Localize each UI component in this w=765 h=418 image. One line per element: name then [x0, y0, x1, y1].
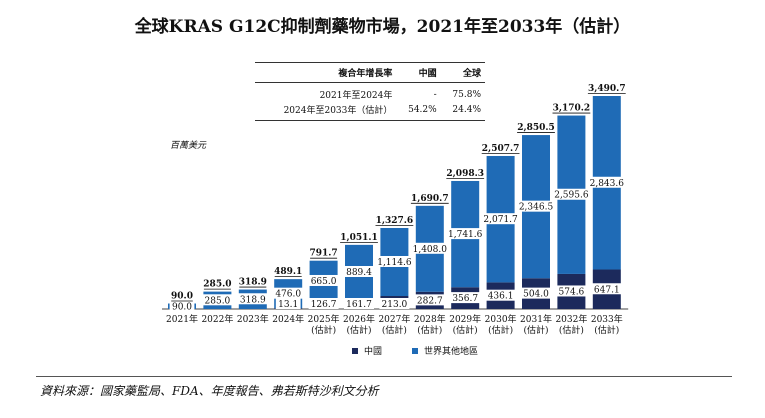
- data-label-china-bg: [556, 285, 587, 297]
- total-label: 285.0: [203, 280, 231, 290]
- data-label-china: 13.1: [278, 300, 298, 310]
- source-note: 資料來源：國家藥監局、FDA、年度報告、弗若斯特沙利文分析: [40, 384, 379, 398]
- x-tick-label: 2021年: [166, 313, 198, 325]
- data-label-china-bg: [275, 298, 301, 309]
- total-label: 1,690.7: [411, 194, 449, 204]
- data-label-rest-of-world: 1,741.6: [448, 230, 483, 240]
- cagr-china-value: -: [433, 89, 437, 100]
- legend: 中國 世界其他地區: [352, 344, 478, 357]
- data-label-rest-of-world-bg: [409, 242, 450, 254]
- data-label-rest-of-world: 318.9: [240, 295, 266, 305]
- legend-item-rest-of-world: 世界其他地區: [412, 344, 478, 357]
- total-label: 3,170.2: [553, 104, 591, 114]
- data-label-rest-of-world-bg: [374, 255, 415, 267]
- x-tick-label: 2023年: [237, 313, 269, 325]
- x-tick-label: 2022年: [201, 313, 233, 325]
- cagr-table: 複合年增長率 中國 全球 2021年至2024年 - 75.8% 2024年至2…: [255, 62, 485, 121]
- data-label-rest-of-world: 2,346.5: [519, 203, 554, 213]
- data-label-rest-of-world-bg: [480, 213, 521, 225]
- legend-label-rest-of-world: 世界其他地區: [424, 347, 479, 357]
- data-label-rest-of-world: 1,408.0: [413, 245, 448, 255]
- x-tick-label: 2027年(估計): [378, 313, 410, 336]
- data-label-china-bg: [344, 298, 374, 309]
- x-tick-label: 2029年(估計): [449, 313, 481, 336]
- data-label-china-bg: [521, 287, 551, 299]
- total-label: 2,850.5: [517, 123, 555, 133]
- data-label-china-bg: [450, 292, 481, 304]
- data-label-rest-of-world-bg: [344, 265, 374, 277]
- data-label-china: 356.7: [452, 294, 478, 304]
- x-tick-label: 2031年(估計): [520, 313, 552, 336]
- x-tick-label: 2033年(估計): [591, 313, 623, 336]
- data-label-rest-of-world: 285.0: [205, 296, 231, 306]
- data-label-china-bg: [485, 289, 516, 301]
- data-label-rest-of-world-bg: [586, 176, 627, 188]
- cagr-china-value: 54.2%: [396, 102, 441, 121]
- data-label-china: 282.7: [417, 296, 443, 306]
- chart-title: 全球KRAS G12C抑制劑藥物市場，2021年至2033年（估計）: [134, 17, 631, 37]
- cagr-header-global: 全球: [440, 62, 485, 83]
- data-label-china-bg: [379, 298, 410, 309]
- data-label-rest-of-world-bg: [169, 300, 195, 312]
- data-label-china: 504.0: [523, 290, 549, 300]
- total-label: 2,507.7: [482, 144, 520, 154]
- x-tick-label: 2028年(估計): [414, 313, 446, 336]
- total-label: 1,327.6: [376, 216, 414, 226]
- cagr-header-row: 複合年增長率 中國 全球: [255, 62, 485, 83]
- data-label-rest-of-world-bg: [273, 287, 304, 299]
- total-label: 3,490.7: [588, 84, 626, 94]
- data-label-china-bg: [414, 294, 445, 306]
- cagr-period: 2024年至2033年（估計）: [255, 102, 397, 121]
- data-label-china: 126.7: [311, 300, 337, 310]
- cagr-global-value: 75.8%: [452, 89, 481, 100]
- legend-swatch-china: [352, 347, 358, 354]
- data-label-rest-of-world: 476.0: [275, 290, 301, 300]
- cagr-global-value: 24.4%: [440, 102, 485, 121]
- legend-swatch-rest-of-world: [412, 347, 419, 354]
- cagr-row: 2021年至2024年 - 75.8%: [255, 83, 485, 103]
- total-label: 489.1: [274, 267, 302, 277]
- source-divider: [36, 376, 732, 377]
- data-label-china: 574.6: [559, 287, 585, 297]
- data-label-china-bg: [591, 283, 622, 295]
- data-label-rest-of-world-bg: [308, 274, 339, 286]
- unit-label: 百萬美元: [170, 141, 207, 151]
- total-label: 90.0: [171, 292, 193, 302]
- data-label-rest-of-world-bg: [237, 293, 268, 305]
- legend-label-china: 中國: [364, 347, 383, 357]
- cagr-row: 2024年至2033年（估計） 54.2% 24.4%: [255, 102, 485, 121]
- total-label: 318.9: [239, 278, 267, 288]
- total-label: 1,051.1: [340, 233, 378, 243]
- data-label-china: 161.7: [346, 300, 372, 310]
- x-tick-label: 2026年(估計): [343, 313, 375, 336]
- data-label-rest-of-world-bg: [515, 200, 557, 212]
- cagr-header-china: 中國: [396, 62, 441, 83]
- data-label-china: 647.1: [594, 285, 620, 295]
- data-label-china: 213.0: [382, 300, 408, 310]
- data-label-china-bg: [308, 298, 339, 309]
- data-label-rest-of-world: 2,071.7: [483, 215, 518, 225]
- data-label-rest-of-world: 665.0: [311, 277, 337, 287]
- data-label-rest-of-world-bg: [202, 294, 233, 306]
- data-label-rest-of-world: 889.4: [346, 268, 372, 278]
- cagr-period: 2021年至2024年: [319, 91, 393, 101]
- x-tick-label: 2025年(估計): [308, 313, 340, 336]
- x-tick-label: 2030年(估計): [485, 313, 517, 336]
- total-label: 2,098.3: [446, 169, 484, 179]
- data-label-rest-of-world: 90.0: [172, 302, 192, 312]
- total-label: 791.7: [310, 249, 338, 259]
- legend-item-china: 中國: [352, 344, 382, 357]
- cagr-header-label: 複合年增長率: [255, 62, 397, 83]
- data-label-rest-of-world: 2,843.6: [590, 179, 625, 189]
- data-label-rest-of-world: 1,114.6: [377, 258, 412, 268]
- data-label-china: 436.1: [488, 292, 514, 302]
- x-tick-label: 2024年: [272, 313, 304, 325]
- data-label-rest-of-world: 2,595.6: [554, 191, 589, 201]
- data-label-rest-of-world-bg: [551, 188, 592, 200]
- x-tick-label: 2032年(估計): [555, 313, 587, 336]
- data-label-rest-of-world-bg: [445, 228, 486, 240]
